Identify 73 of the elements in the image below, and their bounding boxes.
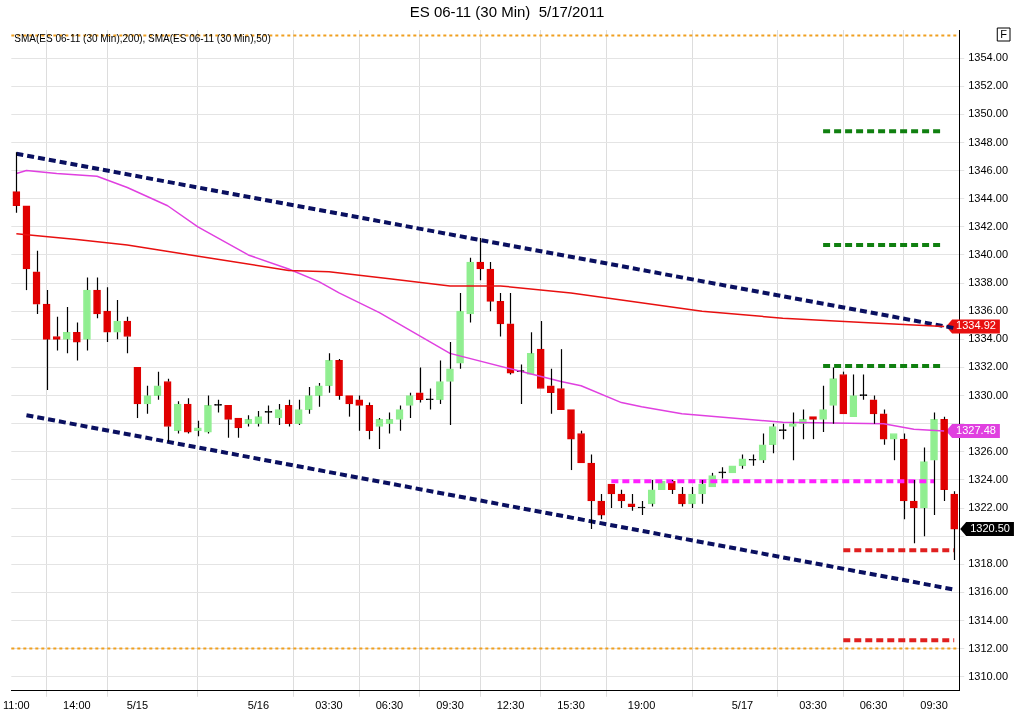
candlestick	[547, 368, 555, 415]
x-tick-label: 19:00	[627, 699, 656, 712]
candlestick	[425, 387, 434, 411]
x-tick-label: 5/16	[247, 699, 270, 712]
candlestick	[62, 306, 71, 354]
candlestick	[910, 479, 918, 544]
y-tick-label: 1310.00	[968, 669, 1008, 682]
candlestick	[920, 446, 928, 537]
candlestick	[446, 341, 454, 426]
y-tick-label: 1316.00	[968, 585, 1008, 598]
chart-subtitle: SMA(ES 06-11 (30 Min),200), SMA(ES 06-11 (30 Min),50)	[14, 32, 271, 44]
y-tick-label: 1348.00	[968, 135, 1008, 148]
y-tick-label: 1340.00	[968, 247, 1008, 260]
candlestick	[819, 385, 827, 433]
y-tick-label: 1318.00	[968, 557, 1008, 570]
x-tick-label: 14:00	[63, 699, 91, 712]
candlestick	[476, 237, 485, 281]
y-tick-label: 1336.00	[968, 304, 1008, 317]
x-tick-label: 12:30	[496, 699, 525, 712]
x-tick-label: 09:30	[920, 699, 948, 712]
candlestick	[718, 466, 727, 480]
y-tick-label: 1324.00	[968, 472, 1008, 485]
y-tick-label: 1332.00	[968, 360, 1008, 373]
y-tick-label: 1354.00	[968, 51, 1008, 64]
y-tick-label: 1330.00	[968, 388, 1008, 401]
candlestick	[73, 321, 81, 361]
text: 1320.50	[970, 522, 1010, 535]
y-tick-label: 1326.00	[968, 444, 1008, 457]
candlestick	[224, 405, 232, 439]
y-tick-label: 1338.00	[968, 276, 1008, 289]
candlestick	[355, 394, 364, 432]
x-tick-label: 03:30	[315, 699, 343, 712]
candlestick	[456, 292, 464, 370]
x-tick-label: 09:30	[436, 699, 464, 712]
x-tick-label: 11:00	[3, 699, 30, 712]
y-tick-label: 1344.00	[968, 191, 1008, 204]
candlestick	[829, 366, 838, 425]
candlestick	[183, 397, 192, 433]
y-tick-label: 1346.00	[968, 163, 1008, 176]
candlestick	[557, 348, 565, 410]
candlestick	[930, 411, 938, 516]
candlestick	[436, 359, 444, 405]
y-tick-label: 1350.00	[968, 107, 1008, 120]
candlestick	[536, 320, 545, 389]
data-label: 1334.92	[956, 319, 996, 332]
candlestick	[123, 316, 132, 354]
y-tick-label: 1314.00	[968, 613, 1008, 626]
y-tick-label: 1342.00	[968, 219, 1008, 232]
y-tick-label: 1312.00	[968, 641, 1008, 654]
candlestick	[899, 432, 908, 520]
candlestick	[153, 371, 162, 401]
candlestick	[83, 276, 91, 352]
x-tick-label: 03:30	[799, 699, 827, 712]
y-tick-label: 1352.00	[968, 79, 1008, 92]
candlestick	[103, 286, 111, 343]
y-tick-label: 1334.00	[968, 332, 1008, 345]
candlestick	[12, 151, 21, 214]
x-tick-label: 06:30	[375, 699, 404, 712]
x-tick-label: 5/15	[126, 699, 149, 712]
chart-title: ES 06-11 (30 Min) 5/17/2011	[409, 3, 605, 21]
x-tick-label: 15:30	[557, 699, 585, 712]
candlestick	[587, 454, 595, 530]
candlestick	[375, 419, 384, 450]
candlestick	[52, 316, 61, 352]
x-tick-label: 5/17	[731, 699, 754, 712]
candlestick	[567, 409, 575, 471]
candlestick	[577, 430, 585, 464]
data-label: 1327.48	[956, 424, 996, 437]
x-tick-label: 06:30	[859, 699, 888, 712]
y-tick-label: 1322.00	[968, 501, 1008, 514]
text: F	[1000, 28, 1008, 41]
candlestick	[789, 411, 797, 461]
candlestick	[415, 366, 424, 404]
